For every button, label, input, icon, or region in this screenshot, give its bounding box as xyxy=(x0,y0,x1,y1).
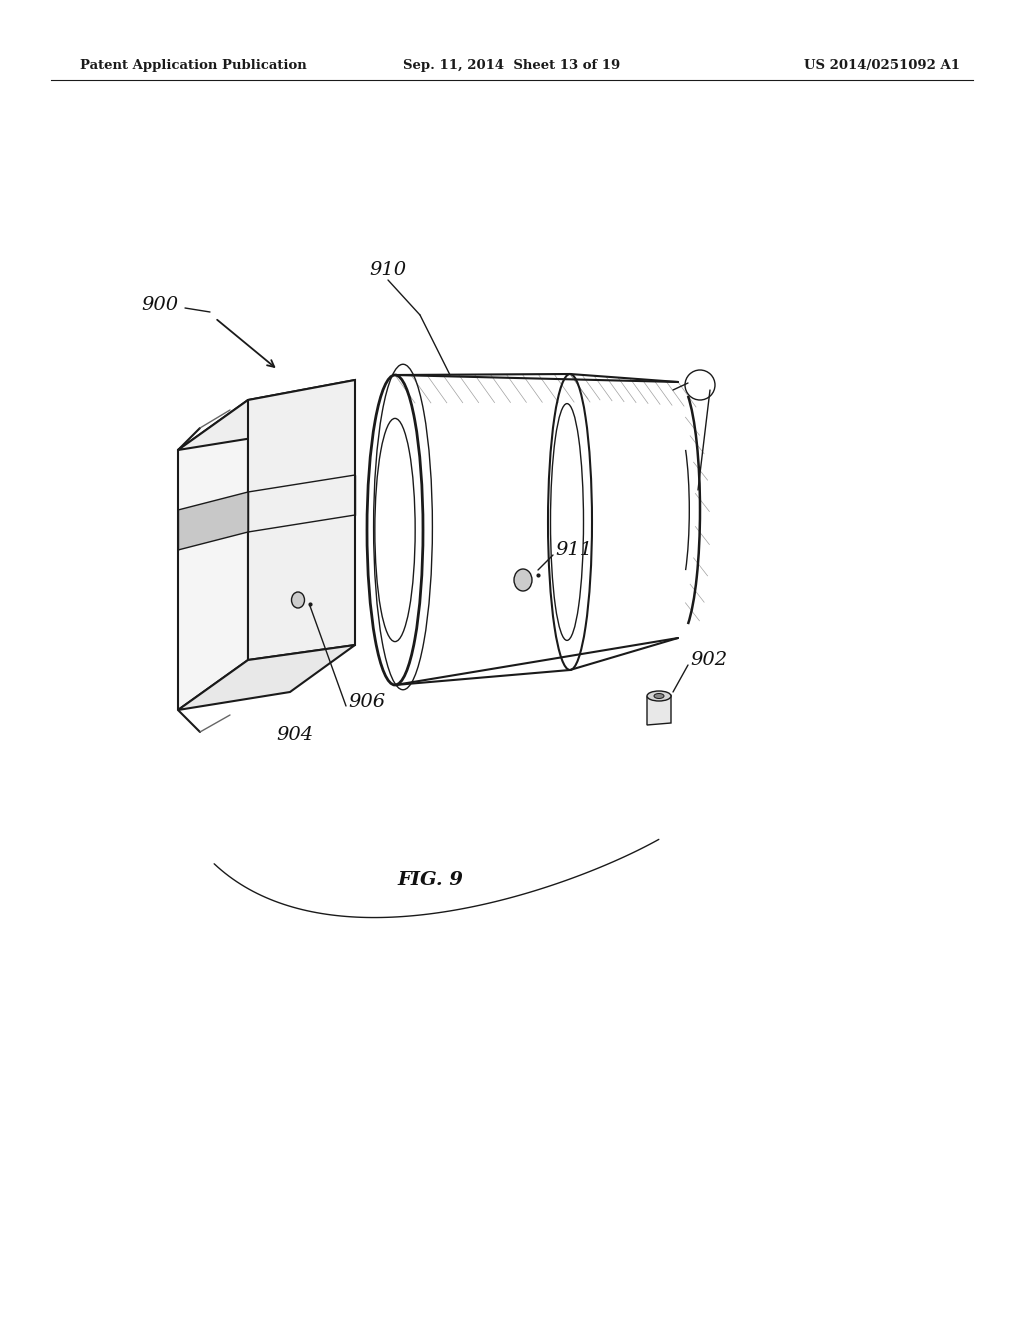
Text: Patent Application Publication: Patent Application Publication xyxy=(80,58,307,71)
Polygon shape xyxy=(248,380,355,660)
Text: 904: 904 xyxy=(276,726,313,744)
Ellipse shape xyxy=(292,591,304,609)
Polygon shape xyxy=(178,400,248,710)
Ellipse shape xyxy=(514,569,532,591)
Text: 902: 902 xyxy=(690,651,727,669)
Text: 906: 906 xyxy=(348,693,385,711)
Polygon shape xyxy=(647,696,671,725)
Polygon shape xyxy=(178,645,355,710)
Polygon shape xyxy=(178,492,248,550)
Text: 910: 910 xyxy=(370,261,407,279)
Text: 911: 911 xyxy=(555,541,592,558)
Ellipse shape xyxy=(647,690,671,701)
Polygon shape xyxy=(178,380,355,450)
Text: Sep. 11, 2014  Sheet 13 of 19: Sep. 11, 2014 Sheet 13 of 19 xyxy=(403,58,621,71)
Text: FIG. 9: FIG. 9 xyxy=(397,871,463,888)
Ellipse shape xyxy=(654,693,664,698)
Text: 900: 900 xyxy=(141,296,178,314)
Text: US 2014/0251092 A1: US 2014/0251092 A1 xyxy=(804,58,961,71)
